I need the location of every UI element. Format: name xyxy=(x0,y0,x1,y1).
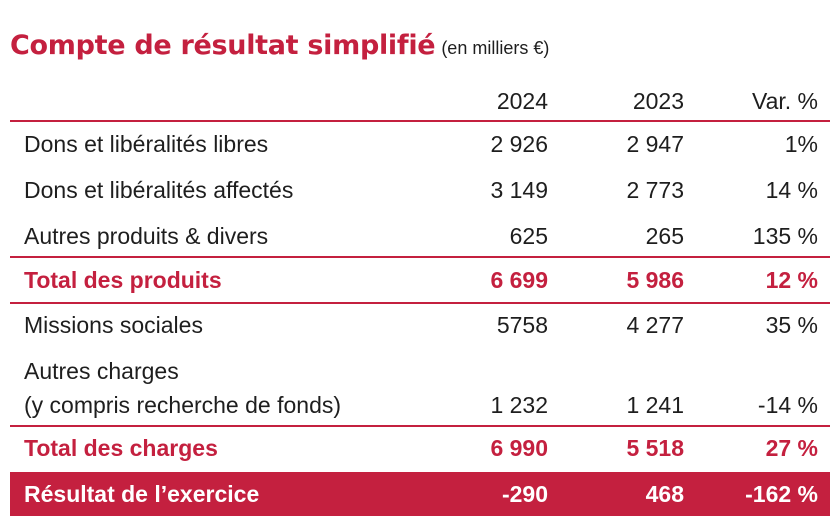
value-2023: 468 xyxy=(645,481,684,507)
value-2024: 6 699 xyxy=(490,267,548,293)
value-2023: 2 947 xyxy=(626,131,684,157)
row-label: Total des produits xyxy=(24,267,222,293)
row-label: Autres produits & divers xyxy=(24,223,269,249)
result-bar xyxy=(10,472,830,516)
value-var: 12 % xyxy=(765,267,818,293)
row-label: Autres charges xyxy=(24,358,179,384)
row-label: Dons et libéralités affectés xyxy=(24,177,294,203)
value-var: 27 % xyxy=(765,435,818,461)
value-var: 14 % xyxy=(765,177,818,203)
value-var: 35 % xyxy=(765,312,818,338)
value-2023: 265 xyxy=(645,223,684,249)
table-title: Compte de résultat simplifié (en milliers… xyxy=(10,30,549,61)
value-2024: 6 990 xyxy=(490,435,548,461)
column-header-var: Var. % xyxy=(751,88,818,114)
value-2024: 2 926 xyxy=(490,131,548,157)
value-2024: 625 xyxy=(509,223,548,249)
unit-label: (en milliers €) xyxy=(441,38,550,58)
row-label: Dons et libéralités libres xyxy=(24,131,269,157)
value-2023: 2 773 xyxy=(626,177,684,203)
value-2024: 5758 xyxy=(496,312,548,338)
value-2024: 3 149 xyxy=(490,177,548,203)
column-header-2023: 2023 xyxy=(632,88,684,114)
page-title: Compte de résultat simplifié xyxy=(10,30,436,61)
value-var: 1% xyxy=(784,131,818,157)
divider xyxy=(10,302,830,304)
value-2023: 4 277 xyxy=(626,312,684,338)
value-2023: 5 986 xyxy=(626,267,684,293)
value-2024: -290 xyxy=(501,481,548,507)
column-header-2024: 2024 xyxy=(496,88,548,114)
value-var: -162 % xyxy=(745,481,818,507)
row-label-sub: (y compris recherche de fonds) xyxy=(24,392,342,418)
divider xyxy=(10,425,830,427)
value-var: -14 % xyxy=(757,392,818,418)
value-2023: 5 518 xyxy=(626,435,684,461)
value-2024: 1 232 xyxy=(490,392,548,418)
value-var: 135 % xyxy=(752,223,818,249)
divider xyxy=(10,120,830,122)
row-label: Missions sociales xyxy=(24,312,203,338)
divider xyxy=(10,256,830,258)
row-label: Total des charges xyxy=(24,435,218,461)
value-2023: 1 241 xyxy=(626,392,684,418)
row-label: Résultat de l’exercice xyxy=(24,481,260,507)
